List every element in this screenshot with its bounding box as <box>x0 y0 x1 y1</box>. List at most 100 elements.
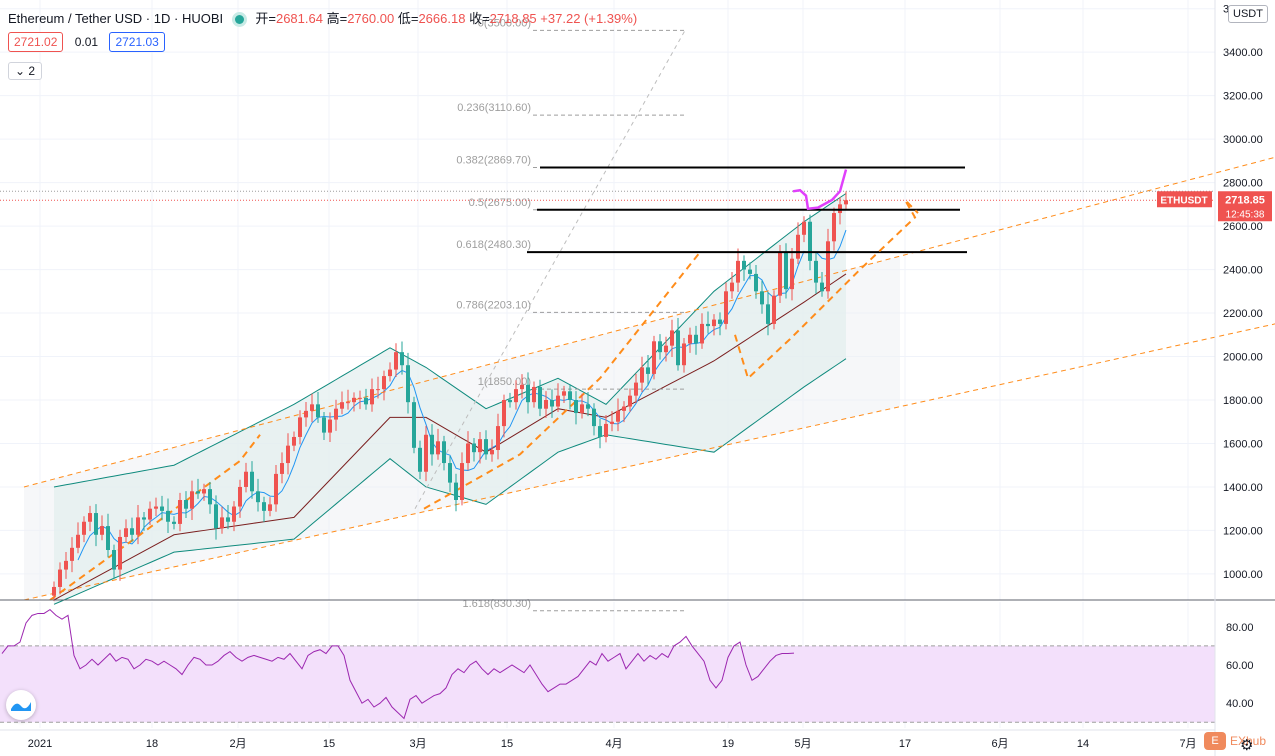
candle-body <box>442 441 446 464</box>
buy-button[interactable]: 2721.03 <box>109 32 165 52</box>
rsi-pane <box>0 599 1275 723</box>
candle-body <box>370 389 374 405</box>
candle-body <box>712 319 716 327</box>
candle-body <box>472 443 476 453</box>
bollinger-upper-line <box>53 193 847 488</box>
candle-body <box>412 402 416 448</box>
candle-body <box>634 382 638 396</box>
x-tick-label: 2021 <box>28 738 52 750</box>
low-label: 低 <box>397 11 411 26</box>
candle-body <box>148 508 152 520</box>
y-tick-label: 2200.00 <box>1223 308 1263 320</box>
candle-body <box>160 506 164 511</box>
y-tick-label: 1400.00 <box>1223 482 1263 494</box>
chart-header: Ethereum / Tether USD · 1D · HUOBI 开=268… <box>8 11 638 26</box>
x-tick-label: 18 <box>146 738 158 750</box>
y-tick-label: 1800.00 <box>1223 395 1263 407</box>
candle-body <box>190 491 194 509</box>
x-tick-label: 5月 <box>794 738 811 750</box>
candle-body <box>250 471 254 492</box>
sell-button[interactable]: 2721.02 <box>8 32 64 52</box>
rsi-tick-label: 60.00 <box>1226 660 1254 672</box>
candle-body <box>514 389 518 403</box>
candle-body <box>280 463 284 474</box>
channel-line <box>23 323 1275 601</box>
candle-body <box>358 397 362 399</box>
x-tick-label: 14 <box>1077 738 1089 750</box>
candle-body <box>310 404 314 411</box>
y-tick-label: 2000.00 <box>1223 352 1263 364</box>
candle-body <box>640 367 644 383</box>
interval-label[interactable]: 1D <box>153 11 171 26</box>
candle-body <box>232 506 236 522</box>
rsi-tick-label: 80.00 <box>1226 622 1254 634</box>
high-label: 高 <box>326 11 340 26</box>
candle-body <box>736 260 740 283</box>
candle-body <box>790 258 794 290</box>
candle-body <box>436 441 440 455</box>
fib-level-label: 1(1850.00) <box>478 376 531 388</box>
candle-body <box>262 502 266 511</box>
candle-body <box>406 365 410 403</box>
y-tick-label: 1600.00 <box>1223 438 1263 450</box>
candle-body <box>544 400 548 409</box>
candle-body <box>682 343 686 366</box>
candle-body <box>574 400 578 414</box>
candle-body <box>838 204 842 214</box>
y-tick-label: 2400.00 <box>1223 265 1263 277</box>
magenta-path <box>792 169 848 211</box>
candle-body <box>754 273 758 292</box>
fib-level-label: 0.236(3110.60) <box>457 102 531 114</box>
candle-body <box>718 319 722 324</box>
candle-body <box>64 560 68 570</box>
candle-body <box>340 402 344 409</box>
candle-body <box>496 426 500 450</box>
projection-annotations <box>734 169 919 381</box>
candle-body <box>538 386 542 409</box>
indicators-toggle[interactable]: ⌄ 2 <box>8 62 43 80</box>
symbol-tag: ETHUSDT <box>1160 195 1207 206</box>
x-tick-label: 15 <box>323 738 335 750</box>
candle-body <box>208 489 212 505</box>
candle-body <box>772 295 776 324</box>
symbol-name[interactable]: Ethereum / Tether USD <box>8 11 143 26</box>
fibonacci-retracement: 0(3500.00) 0.236(3110.60) 0.382(2869.70) 0.… <box>414 17 686 612</box>
candle-body <box>832 213 836 242</box>
y-tick-label: 3200.00 <box>1223 91 1263 103</box>
close-value: 2718.85 <box>489 11 537 26</box>
gear-icon[interactable]: ⚙ <box>1240 737 1254 754</box>
candle-body <box>58 569 62 587</box>
candle-body <box>226 517 230 522</box>
y-tick-label: 3400.00 <box>1223 47 1263 59</box>
candle-body <box>604 423 608 437</box>
candle-body <box>802 221 806 235</box>
candle-body <box>748 269 752 274</box>
candle-body <box>238 486 242 507</box>
y-tick-label: 3000.00 <box>1223 134 1263 146</box>
candle-body <box>298 417 302 437</box>
candle-body <box>202 489 206 494</box>
candle-body <box>394 352 398 370</box>
change-value: +37.22 (+1.39%) <box>540 11 638 26</box>
candle-body <box>658 341 662 353</box>
bollinger-fill <box>54 193 846 605</box>
x-tick-label: 19 <box>722 738 734 750</box>
x-tick-label: 17 <box>899 738 911 750</box>
candle-body <box>664 345 668 353</box>
candle-body <box>112 550 116 570</box>
candle-body <box>568 391 572 400</box>
candle-body <box>520 384 524 390</box>
x-tick-label: 3月 <box>409 738 426 750</box>
candle-body <box>706 323 710 327</box>
fib-level-label: 1.618(830.30) <box>463 598 532 610</box>
candles <box>52 191 848 602</box>
y-tick-label: 1000.00 <box>1223 569 1263 581</box>
currency-button[interactable]: USDT <box>1228 5 1268 23</box>
candle-body <box>508 400 512 403</box>
wave-icon[interactable] <box>6 690 36 720</box>
candle-body <box>256 491 260 503</box>
candle-body <box>274 473 278 505</box>
inner-channel-line <box>423 251 701 510</box>
candle-body <box>646 367 650 374</box>
